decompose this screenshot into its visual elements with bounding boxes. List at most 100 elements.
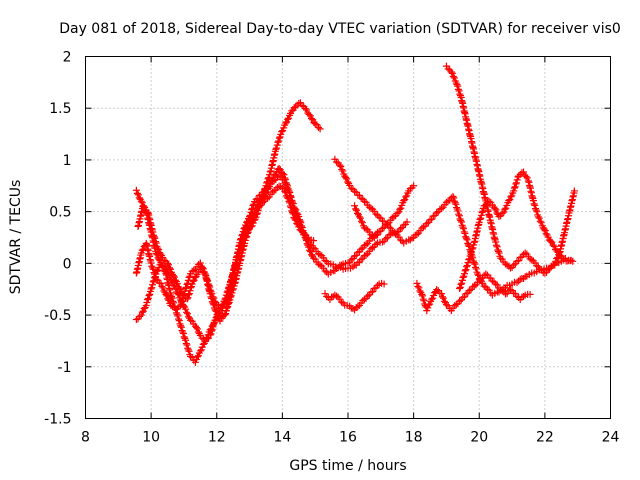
data-point <box>495 249 503 257</box>
y-tick-label: 0 <box>63 256 72 272</box>
data-point <box>147 285 155 293</box>
data-point <box>462 290 470 298</box>
data-point <box>374 231 382 239</box>
data-point <box>494 246 502 254</box>
data-point <box>457 280 465 288</box>
data-point <box>190 267 198 275</box>
data-point <box>168 293 176 301</box>
data-point <box>175 317 183 325</box>
data-point <box>506 264 514 272</box>
data-point <box>302 235 310 243</box>
data-point <box>208 322 216 330</box>
data-point <box>274 138 282 146</box>
data-point <box>172 309 180 317</box>
data-point <box>157 279 165 287</box>
data-point <box>513 292 521 300</box>
data-point <box>272 145 280 153</box>
data-point <box>307 248 315 256</box>
data-point <box>493 243 501 251</box>
data-point <box>351 202 359 210</box>
data-point <box>298 224 306 232</box>
data-point <box>295 212 303 220</box>
data-point <box>255 197 263 205</box>
data-point <box>550 242 558 250</box>
data-point <box>182 285 190 293</box>
data-point <box>166 265 174 273</box>
data-point <box>259 194 267 202</box>
data-point <box>288 197 296 205</box>
y-tick-label: -0.5 <box>44 308 71 324</box>
data-point <box>356 214 364 222</box>
data-point <box>134 191 142 199</box>
data-point <box>281 174 289 182</box>
data-point <box>492 241 500 249</box>
data-point <box>286 188 294 196</box>
x-tick-labels: 8 10 12 14 16 18 20 22 24 <box>81 430 619 446</box>
data-point <box>520 168 528 176</box>
data-point <box>275 134 283 142</box>
series-track-10 <box>456 168 577 293</box>
data-point <box>168 302 176 310</box>
data-point <box>305 110 313 118</box>
data-point <box>456 215 464 223</box>
data-point <box>423 220 431 228</box>
data-point <box>184 346 192 354</box>
data-point <box>556 251 564 259</box>
data-point <box>212 307 220 315</box>
data-point <box>462 234 470 242</box>
data-point <box>251 205 259 213</box>
data-point <box>164 269 172 277</box>
data-point <box>491 205 499 213</box>
data-point <box>291 215 299 223</box>
data-point <box>165 261 173 269</box>
data-point <box>428 295 436 303</box>
data-point <box>145 292 153 300</box>
data-point <box>236 236 244 244</box>
data-point <box>246 223 254 231</box>
data-point <box>152 249 160 257</box>
data-point <box>355 213 363 221</box>
data-point <box>452 200 460 208</box>
data-point <box>178 327 186 335</box>
data-point <box>570 187 578 195</box>
data-point <box>196 347 204 355</box>
data-point <box>353 206 361 214</box>
data-point <box>292 206 300 214</box>
data-point <box>357 194 365 202</box>
data-point <box>162 290 170 298</box>
data-point <box>357 245 365 253</box>
data-point <box>300 230 308 238</box>
data-point <box>516 253 524 261</box>
y-tick-labels: -1.5 -1 -0.5 0 0.5 1 1.5 2 <box>44 50 71 428</box>
data-point <box>349 305 357 313</box>
y-tick-label: 1 <box>63 153 72 169</box>
data-point <box>553 255 561 263</box>
data-point <box>152 239 160 247</box>
data-point <box>354 303 362 311</box>
data-point <box>498 209 506 217</box>
data-point <box>485 197 493 205</box>
data-point <box>362 251 370 259</box>
data-point <box>286 192 294 200</box>
data-point <box>303 236 311 244</box>
data-point <box>351 187 359 195</box>
data-point <box>510 261 518 269</box>
data-point <box>352 205 360 213</box>
data-point <box>354 248 362 256</box>
data-point <box>263 179 271 187</box>
data-point <box>382 235 390 243</box>
data-point <box>242 234 250 242</box>
data-point <box>196 259 204 267</box>
data-point <box>465 287 473 295</box>
x-tick-label: 18 <box>405 430 423 446</box>
data-point <box>175 284 183 292</box>
data-point <box>459 293 467 301</box>
data-point <box>164 259 172 267</box>
data-point <box>303 106 311 114</box>
y-tick-label: -1 <box>58 360 72 376</box>
data-point <box>167 291 175 299</box>
data-point <box>169 278 177 286</box>
data-point <box>378 238 386 246</box>
data-point <box>534 213 542 221</box>
data-point <box>278 128 286 136</box>
